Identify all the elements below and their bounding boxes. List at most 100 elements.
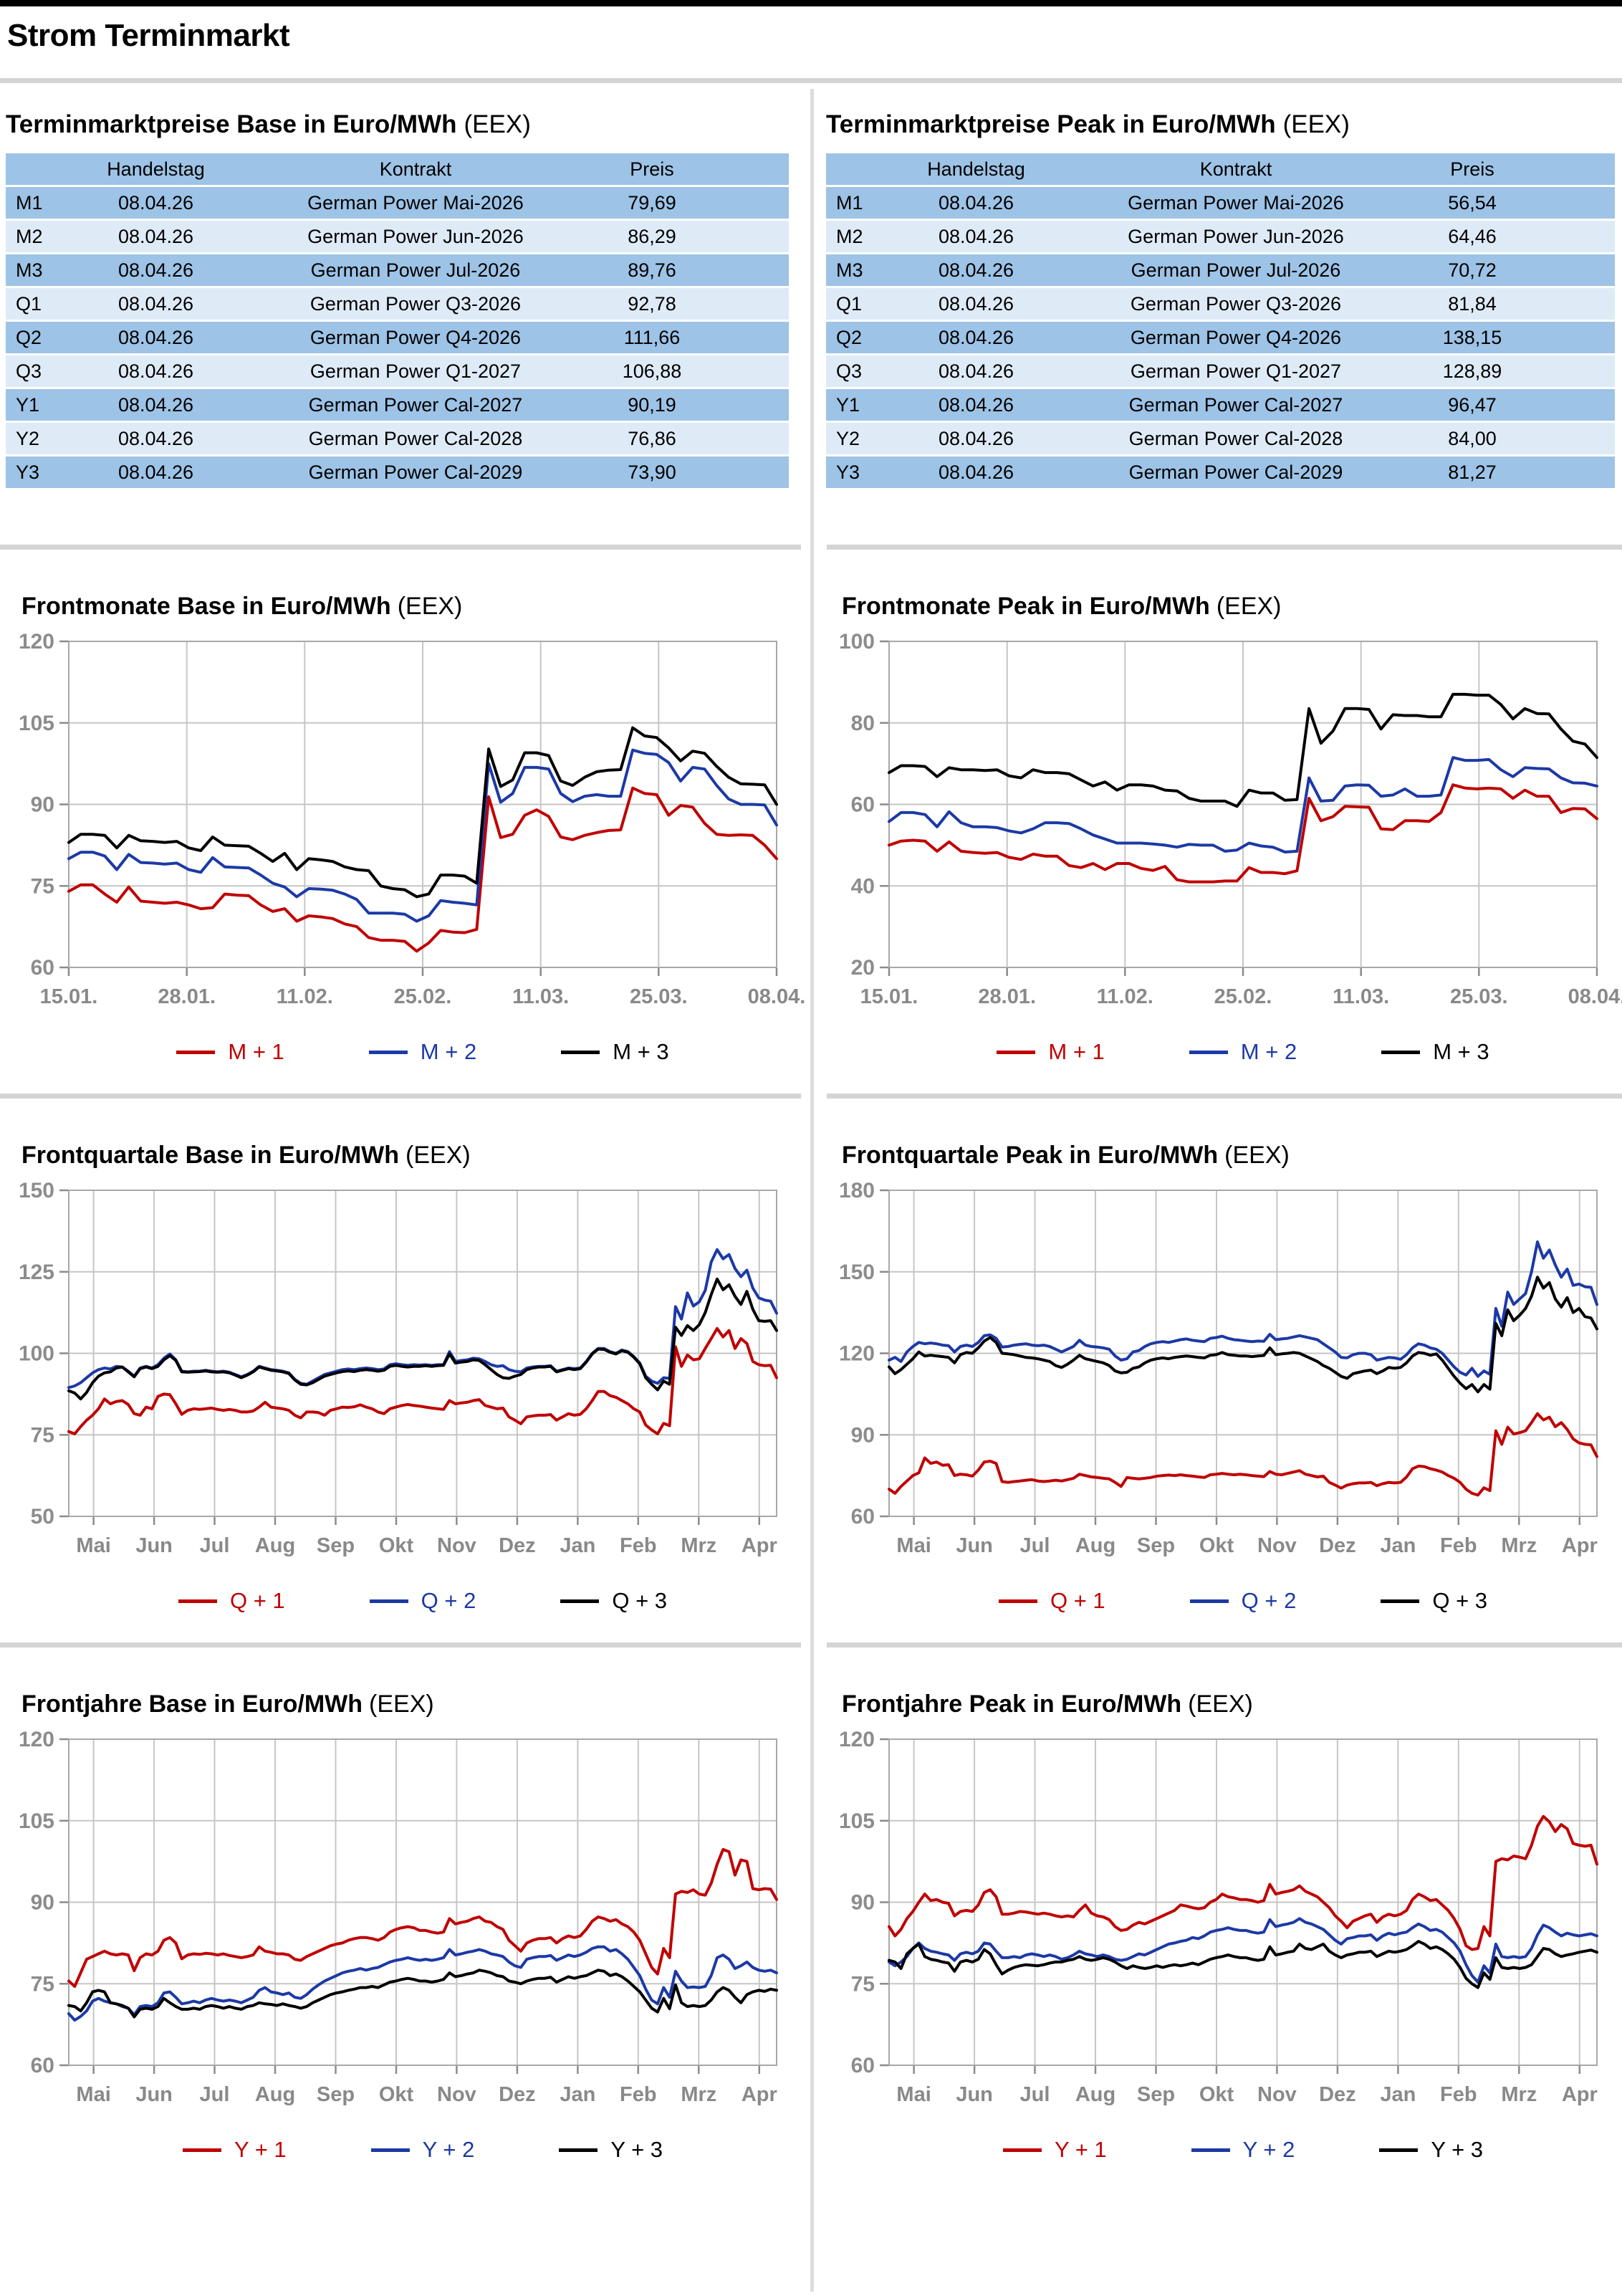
legend-swatch <box>1379 2148 1419 2152</box>
x-tick-label: 08.04. <box>748 985 806 1008</box>
frontmonate-peak-plot: 20 40 60 80 100 15.01. 28.01. 11.02. 25.02. 11.03… <box>839 630 1622 1008</box>
row-preis: 81,27 <box>1404 456 1540 490</box>
row-preis: 106,88 <box>584 355 720 389</box>
row-preis: 111,66 <box>584 322 720 355</box>
frontmonate-peak-legend: M + 1 M + 2 M + 3 <box>889 1039 1597 1065</box>
table-row: Y2 08.04.26 German Power Cal-2028 84,00 <box>826 423 1615 456</box>
row-label: M3 <box>6 254 64 288</box>
row-label: Q2 <box>6 322 64 355</box>
header-divider <box>0 78 1622 83</box>
row-kontrakt: German Power Jun-2026 <box>247 221 584 254</box>
row-label: M1 <box>826 187 885 221</box>
x-tick-label: 28.01. <box>978 985 1036 1008</box>
series-Y+3 <box>888 1940 1598 1989</box>
legend-label: Y + 2 <box>422 2137 475 2162</box>
table-row: Q2 08.04.26 German Power Q4-2026 138,15 <box>826 322 1615 355</box>
table-row: Q1 08.04.26 German Power Q3-2026 81,84 <box>826 288 1615 322</box>
row-handelstag: 08.04.26 <box>885 389 1067 423</box>
legend-swatch <box>560 1599 600 1603</box>
x-tick-label: Mai <box>76 1534 110 1557</box>
legend-swatch <box>370 2148 410 2152</box>
table-row: M3 08.04.26 German Power Jul-2026 70,72 <box>826 254 1615 288</box>
legend-item: Y + 3 <box>559 2137 663 2163</box>
row-filler <box>1540 322 1615 355</box>
x-tick-label: Jan <box>1380 2083 1416 2106</box>
series-M+1 <box>888 783 1598 884</box>
legend-item: M + 2 <box>368 1039 476 1065</box>
legend-item: Q + 1 <box>998 1588 1105 1614</box>
table-row: M2 08.04.26 German Power Jun-2026 64,46 <box>826 221 1615 254</box>
row-handelstag: 08.04.26 <box>885 187 1067 221</box>
chart-title-suffix: (EEX) <box>1188 1690 1253 1718</box>
frontmonate-base-plot: 60 75 90 105 120 15.01. 28.01. 11.02. 25.02. 11.0… <box>19 630 805 1008</box>
row-preis: 64,46 <box>1404 221 1540 254</box>
legend-label: Q + 2 <box>1241 1588 1297 1613</box>
x-tick-label: Okt <box>379 1534 414 1557</box>
x-tick-label: Aug <box>1075 2083 1115 2106</box>
x-tick-label: Jul <box>200 2083 230 2106</box>
legend-item: M + 1 <box>997 1039 1105 1065</box>
row-label: Y3 <box>826 456 885 490</box>
y-tick-label: 50 <box>31 1505 54 1529</box>
x-tick-label: Mai <box>896 1534 931 1557</box>
row-label: Q2 <box>826 322 885 355</box>
legend-swatch <box>182 2148 221 2152</box>
legend-label: Y + 1 <box>234 2137 287 2162</box>
row-handelstag: 08.04.26 <box>885 456 1067 490</box>
y-tick-label: 90 <box>31 1891 54 1915</box>
row-kontrakt: German Power Q4-2026 <box>1067 322 1404 355</box>
x-tick-label: Jul <box>1020 2083 1050 2106</box>
row-preis: 79,69 <box>584 187 720 221</box>
row-kontrakt: German Power Q3-2026 <box>1067 288 1404 322</box>
x-tick-label: Jan <box>560 2083 595 2106</box>
row-preis: 86,29 <box>584 221 720 254</box>
table-row: Y3 08.04.26 German Power Cal-2029 81,27 <box>826 456 1615 490</box>
x-tick-label: Mai <box>76 2083 110 2106</box>
x-tick-label: Jun <box>135 1534 173 1557</box>
row-label: Y1 <box>6 389 64 423</box>
row-filler <box>1540 423 1615 456</box>
series-M+3 <box>67 726 778 899</box>
plot-border <box>888 1738 1598 2066</box>
legend-item: M + 3 <box>1381 1039 1489 1065</box>
table-row: M3 08.04.26 German Power Jul-2026 89,76 <box>6 254 789 288</box>
row-preis: 84,00 <box>1404 423 1540 456</box>
x-tick-label: Jan <box>1380 1534 1416 1557</box>
legend-label: M + 3 <box>1433 1039 1489 1064</box>
series-Y+3 <box>67 1969 778 2019</box>
row-filler <box>720 288 789 322</box>
row-preis: 92,78 <box>584 288 720 322</box>
y-tick-label: 75 <box>31 1423 54 1447</box>
y-tick-label: 60 <box>851 793 875 817</box>
row-filler <box>720 254 789 288</box>
row-kontrakt: German Power Q3-2026 <box>247 288 584 322</box>
table-peak-title-suffix: (EEX) <box>1282 110 1350 138</box>
row-handelstag: 08.04.26 <box>885 254 1067 288</box>
y-tick-label: 75 <box>31 874 54 898</box>
chart-title-text: Frontquartale Base in Euro/MWh <box>21 1142 400 1169</box>
x-tick-label: Dez <box>499 1534 536 1557</box>
row-preis: 81,84 <box>1404 288 1540 322</box>
legend-item: Y + 2 <box>370 2137 475 2163</box>
x-tick-label: 28.01. <box>158 985 216 1008</box>
legend-label: M + 3 <box>613 1039 669 1064</box>
row-label: M3 <box>826 254 885 288</box>
row-handelstag: 08.04.26 <box>64 355 247 389</box>
row-kontrakt: German Power Jul-2026 <box>1067 254 1404 288</box>
row-handelstag: 08.04.26 <box>64 187 247 221</box>
row-kontrakt: German Power Q4-2026 <box>247 322 584 355</box>
row-kontrakt: German Power Mai-2026 <box>247 187 584 221</box>
legend-label: Y + 3 <box>1431 2137 1484 2162</box>
legend-swatch <box>998 1599 1037 1603</box>
x-tick-label: 25.03. <box>1450 985 1508 1008</box>
x-tick-label: Apr <box>742 2083 777 2106</box>
frontjahre-peak-legend: Y + 1 Y + 2 Y + 3 <box>889 2137 1597 2163</box>
col-header-label <box>6 153 64 187</box>
row-kontrakt: German Power Cal-2028 <box>1067 423 1404 456</box>
table-peak-title-text: Terminmarktpreise Peak in Euro/MWh <box>826 110 1276 138</box>
plot-border <box>888 1190 1598 1517</box>
y-tick-label: 120 <box>19 630 54 654</box>
legend-label: Q + 3 <box>1432 1588 1488 1613</box>
y-tick-label: 20 <box>851 956 875 980</box>
table-row: Q3 08.04.26 German Power Q1-2027 128,89 <box>826 355 1615 389</box>
